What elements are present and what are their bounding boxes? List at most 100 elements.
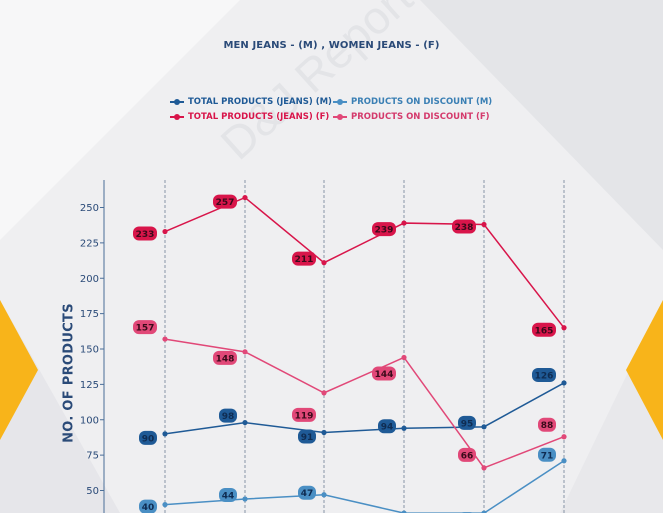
data-point <box>242 496 248 502</box>
data-label: 165 <box>535 326 554 336</box>
data-point <box>561 380 567 386</box>
data-point <box>162 502 168 508</box>
data-point <box>321 429 327 436</box>
data-label: 144 <box>375 370 394 380</box>
data-label: 257 <box>216 198 235 208</box>
background-facet <box>0 0 240 240</box>
legend-item-men-total: TOTAL PRODUCTS (JEANS) (M) <box>170 97 333 107</box>
data-label: 47 <box>301 489 314 499</box>
series-line <box>164 338 565 469</box>
data-label-badge <box>213 350 237 365</box>
data-label-badge <box>378 419 396 434</box>
data-point <box>162 336 168 342</box>
y-tick-label: 100 <box>80 415 99 426</box>
data-point <box>401 220 407 226</box>
data-label-badge <box>139 430 157 445</box>
data-point <box>481 510 487 513</box>
legend-label: PRODUCTS ON DISCOUNT (F) <box>351 112 490 122</box>
data-label-badge <box>452 219 476 234</box>
legend-item-women-discount: PRODUCTS ON DISCOUNT (F) <box>333 112 510 122</box>
y-tick-label: 125 <box>80 380 99 391</box>
data-point <box>561 458 567 464</box>
y-tick-label: 225 <box>80 238 99 249</box>
data-label-badge <box>372 366 396 381</box>
data-label-badge <box>219 487 237 502</box>
data-label-badge <box>458 415 476 430</box>
data-label-badge <box>372 222 396 237</box>
data-label-badge <box>213 194 237 209</box>
legend-item-women-total: TOTAL PRODUCTS (JEANS) (F) <box>170 112 333 122</box>
series-line <box>164 382 565 435</box>
series-line <box>164 196 565 329</box>
data-point <box>242 419 248 426</box>
data-label-badge <box>292 251 316 266</box>
data-point <box>401 510 407 513</box>
data-label: 94 <box>381 423 394 433</box>
data-label: 66 <box>461 451 474 461</box>
data-label: 98 <box>222 412 235 422</box>
legend-swatch-icon <box>170 99 184 105</box>
background-facet <box>0 300 120 513</box>
data-label-badge <box>532 322 556 337</box>
data-point <box>561 434 567 440</box>
data-label: 239 <box>375 226 394 236</box>
data-point <box>481 424 487 430</box>
data-label-badge <box>292 407 316 422</box>
y-tick-label: 75 <box>86 451 99 462</box>
data-label: 44 <box>222 491 235 501</box>
legend-label: TOTAL PRODUCTS (JEANS) (F) <box>188 112 330 122</box>
data-label-badge <box>538 417 556 432</box>
data-label: 88 <box>541 421 554 431</box>
data-label-badge <box>133 226 157 241</box>
data-point <box>481 221 487 228</box>
data-point <box>481 465 487 471</box>
y-tick-label: 200 <box>80 274 99 285</box>
data-label: 238 <box>455 223 474 233</box>
data-point <box>321 260 327 266</box>
data-point <box>561 325 567 331</box>
data-point <box>401 425 407 431</box>
data-label-badge <box>298 429 316 444</box>
series-line <box>164 460 565 513</box>
data-label-badge <box>458 447 476 462</box>
legend-swatch-icon <box>333 99 347 105</box>
y-tick-label: 150 <box>80 345 99 356</box>
data-label: 95 <box>461 419 474 429</box>
y-tick-label: 175 <box>80 309 99 320</box>
left-accent-shape <box>0 300 38 440</box>
legend: TOTAL PRODUCTS (JEANS) (M) PRODUCTS ON D… <box>170 97 510 122</box>
data-label-badge <box>538 447 556 462</box>
legend-label: TOTAL PRODUCTS (JEANS) (M) <box>188 97 332 107</box>
background-facet <box>420 0 663 250</box>
y-tick-label: 50 <box>86 486 99 497</box>
data-label: 90 <box>142 434 155 444</box>
data-label-badge <box>139 499 157 513</box>
data-label: 40 <box>142 503 155 513</box>
data-label: 233 <box>136 230 155 240</box>
data-label: 119 <box>295 411 314 421</box>
data-label-badge <box>532 367 556 382</box>
data-label-badge <box>219 408 237 423</box>
right-accent-shape <box>626 300 663 440</box>
chart-title: MEN JEANS - (M) , WOMEN JEANS - (F) <box>223 40 440 51</box>
data-label: 126 <box>535 371 554 381</box>
data-label: 71 <box>541 451 554 461</box>
data-point <box>401 354 407 361</box>
legend-item-men-discount: PRODUCTS ON DISCOUNT (M) <box>333 97 510 107</box>
data-label-badge <box>298 485 316 500</box>
data-point <box>162 228 168 235</box>
data-label-badge <box>133 320 157 335</box>
legend-swatch-icon <box>170 114 184 120</box>
data-point <box>242 349 248 355</box>
legend-label: PRODUCTS ON DISCOUNT (M) <box>351 97 493 107</box>
y-tick-label: 250 <box>80 203 99 214</box>
data-point <box>162 431 168 437</box>
data-label: 91 <box>301 433 314 443</box>
data-label: 211 <box>295 255 314 265</box>
data-label: 157 <box>136 324 155 334</box>
data-point <box>321 492 327 498</box>
data-point <box>242 194 248 201</box>
data-label: 148 <box>216 354 235 364</box>
